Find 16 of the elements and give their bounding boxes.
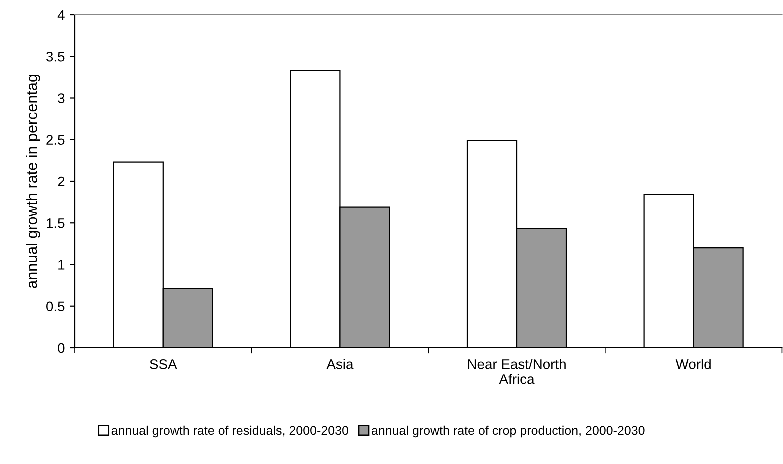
y-tick-label: 0 <box>58 343 65 354</box>
x-tick-label: Near East/North Africa <box>468 359 566 384</box>
y-tick-label: 3.5 <box>46 52 65 62</box>
legend-label: annual growth rate of residuals, 2000-2030 <box>112 426 348 438</box>
y-tick-label: 0.5 <box>46 302 65 312</box>
y-tick-label: 4 <box>58 10 65 20</box>
y-tick-label: 2.5 <box>46 135 65 146</box>
y-tick-label: 3 <box>58 94 65 104</box>
y-tick-label: 2 <box>58 176 65 187</box>
x-tick-label: World <box>676 359 711 370</box>
legend-label: annual growth rate of crop production, 2000-2030 <box>372 426 645 438</box>
x-tick-label: Asia <box>326 359 354 370</box>
y-tick-label: 1 <box>58 260 65 270</box>
y-axis-title: annual growth rate in percentag <box>26 75 40 288</box>
y-tick-label: 1.5 <box>47 218 65 228</box>
x-tick-label: SSA <box>150 359 178 370</box>
